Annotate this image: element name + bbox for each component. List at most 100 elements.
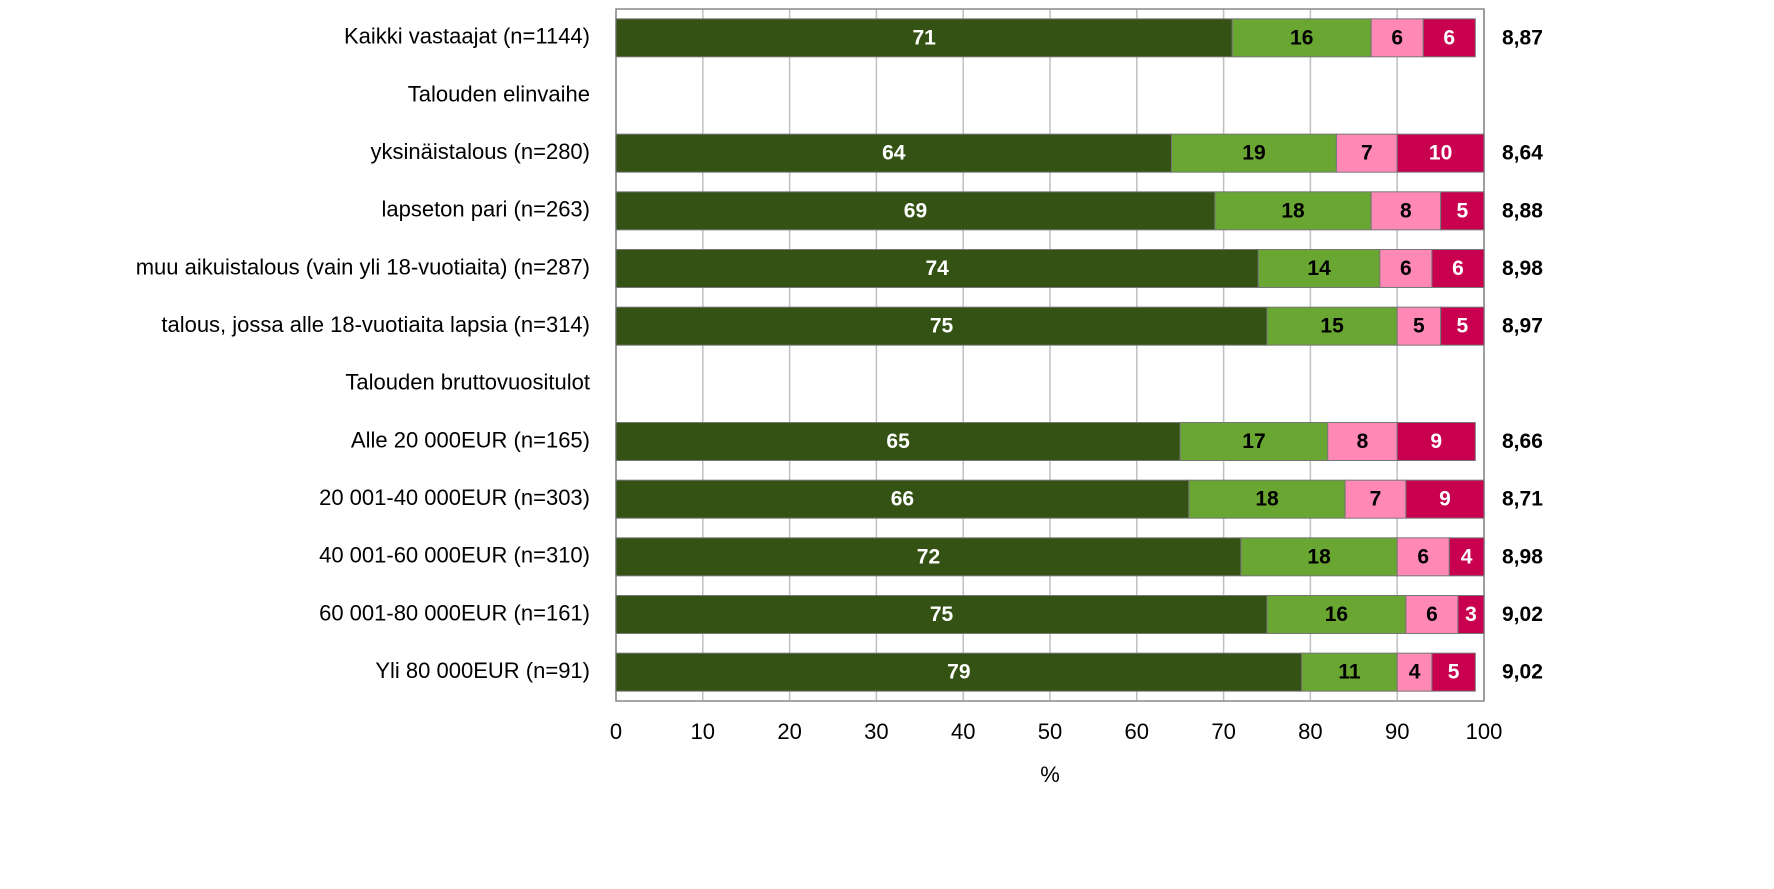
bar-segment bbox=[1335, 133, 1398, 173]
bar-segment bbox=[1344, 479, 1407, 519]
x-tick-label: 30 bbox=[864, 719, 888, 744]
mean-label: 8,98 bbox=[1502, 545, 1543, 568]
data-label: 72 bbox=[917, 545, 940, 568]
bar-segment bbox=[615, 537, 1242, 577]
bar-segment bbox=[1457, 595, 1485, 634]
bar-segment bbox=[1266, 595, 1407, 634]
data-label: 69 bbox=[904, 199, 927, 222]
data-label: 18 bbox=[1307, 545, 1331, 568]
x-tick-label: 100 bbox=[1466, 719, 1503, 744]
data-label: 75 bbox=[930, 603, 954, 626]
bar-segment bbox=[1188, 479, 1346, 519]
x-tick-label: 20 bbox=[777, 719, 801, 744]
y-tick-label: Alle 20 000EUR (n=165) bbox=[351, 427, 590, 452]
mean-label: 8,71 bbox=[1502, 488, 1543, 511]
data-label: 5 bbox=[1413, 315, 1425, 338]
y-tick-label: yksinäistalous (n=280) bbox=[370, 139, 590, 164]
data-label: 66 bbox=[891, 488, 914, 511]
bar-segment bbox=[1396, 306, 1442, 346]
y-tick-label: 40 001-60 000EUR (n=310) bbox=[319, 543, 590, 568]
x-tick-label: 90 bbox=[1385, 719, 1409, 744]
data-label: 10 bbox=[1429, 142, 1452, 165]
bar-segment bbox=[615, 133, 1173, 173]
data-label: 9 bbox=[1430, 430, 1442, 453]
data-label: 65 bbox=[886, 430, 910, 453]
bar-segment bbox=[1301, 652, 1398, 692]
bar-segment bbox=[1240, 537, 1398, 577]
bar-segment bbox=[1379, 249, 1433, 288]
data-label: 5 bbox=[1456, 199, 1468, 222]
data-label: 6 bbox=[1391, 26, 1403, 49]
bar-segment bbox=[1405, 479, 1485, 519]
y-tick-label: Yli 80 000EUR (n=91) bbox=[375, 658, 590, 683]
data-label: 15 bbox=[1320, 315, 1344, 338]
y-tick-label: talous, jossa alle 18-vuotiaita lapsia (… bbox=[161, 312, 590, 337]
data-label: 7 bbox=[1361, 142, 1373, 165]
data-label: 16 bbox=[1325, 603, 1348, 626]
plot-border bbox=[615, 8, 1485, 702]
bar-segment bbox=[1396, 422, 1476, 461]
bar-segment bbox=[615, 18, 1233, 58]
bar-segment bbox=[1431, 652, 1476, 692]
data-label: 74 bbox=[925, 257, 949, 280]
bar-segment bbox=[1257, 249, 1381, 288]
mean-label: 8,98 bbox=[1502, 257, 1543, 280]
bar-segment bbox=[1422, 18, 1476, 58]
data-label: 6 bbox=[1400, 257, 1412, 280]
x-tick-label: 70 bbox=[1211, 719, 1235, 744]
x-tick-label: 60 bbox=[1125, 719, 1149, 744]
bar-segment bbox=[1179, 422, 1329, 461]
data-label: 8 bbox=[1400, 199, 1412, 222]
data-label: 18 bbox=[1281, 199, 1305, 222]
bar-segment bbox=[615, 249, 1259, 288]
data-label: 11 bbox=[1338, 661, 1361, 684]
data-label: 19 bbox=[1242, 142, 1265, 165]
data-label: 79 bbox=[947, 661, 970, 684]
data-label: 8 bbox=[1357, 430, 1369, 453]
bar-segment bbox=[1448, 537, 1485, 577]
data-label: 14 bbox=[1307, 257, 1331, 280]
bar-segment bbox=[1214, 191, 1372, 231]
mean-label: 8,66 bbox=[1502, 430, 1543, 453]
data-label: 7 bbox=[1370, 488, 1382, 511]
y-tick-label: 20 001-40 000EUR (n=303) bbox=[319, 485, 590, 510]
y-tick-label: lapseton pari (n=263) bbox=[381, 197, 590, 222]
bar-segment bbox=[1396, 537, 1450, 577]
bar-segment bbox=[1396, 133, 1485, 173]
data-label: 4 bbox=[1461, 545, 1473, 568]
data-label: 16 bbox=[1290, 26, 1313, 49]
data-label: 5 bbox=[1456, 315, 1468, 338]
data-label: 6 bbox=[1443, 26, 1455, 49]
data-label: 17 bbox=[1242, 430, 1265, 453]
data-label: 9 bbox=[1439, 488, 1451, 511]
y-tick-label: muu aikuistalous (vain yli 18-vuotiaita)… bbox=[136, 254, 590, 279]
bar-segment bbox=[1327, 422, 1398, 461]
bar-segment bbox=[1431, 249, 1485, 288]
y-tick-label: Talouden elinvaihe bbox=[408, 81, 590, 106]
data-label: 71 bbox=[912, 26, 936, 49]
mean-label: 8,88 bbox=[1502, 199, 1543, 222]
x-axis-label: % bbox=[1040, 762, 1060, 787]
x-tick-label: 40 bbox=[951, 719, 975, 744]
data-label: 6 bbox=[1426, 603, 1438, 626]
data-label: 6 bbox=[1452, 257, 1464, 280]
y-tick-label: Kaikki vastaajat (n=1144) bbox=[344, 24, 590, 49]
x-tick-label: 80 bbox=[1298, 719, 1322, 744]
bar-segment bbox=[615, 595, 1268, 634]
data-label: 4 bbox=[1409, 661, 1421, 684]
y-tick-label: 60 001-80 000EUR (n=161) bbox=[319, 600, 590, 625]
bar-segment bbox=[1440, 191, 1485, 231]
x-tick-label: 50 bbox=[1038, 719, 1062, 744]
mean-label: 9,02 bbox=[1502, 603, 1543, 626]
x-tick-label: 10 bbox=[691, 719, 715, 744]
data-label: 18 bbox=[1255, 488, 1279, 511]
mean-label: 8,97 bbox=[1502, 315, 1543, 338]
bar-segment bbox=[1171, 133, 1337, 173]
bar-segment bbox=[1396, 652, 1433, 692]
mean-label: 8,64 bbox=[1502, 142, 1543, 165]
bar-segment bbox=[1266, 306, 1398, 346]
bar-segment bbox=[1370, 191, 1442, 231]
data-label: 75 bbox=[930, 315, 954, 338]
data-label: 64 bbox=[882, 142, 906, 165]
